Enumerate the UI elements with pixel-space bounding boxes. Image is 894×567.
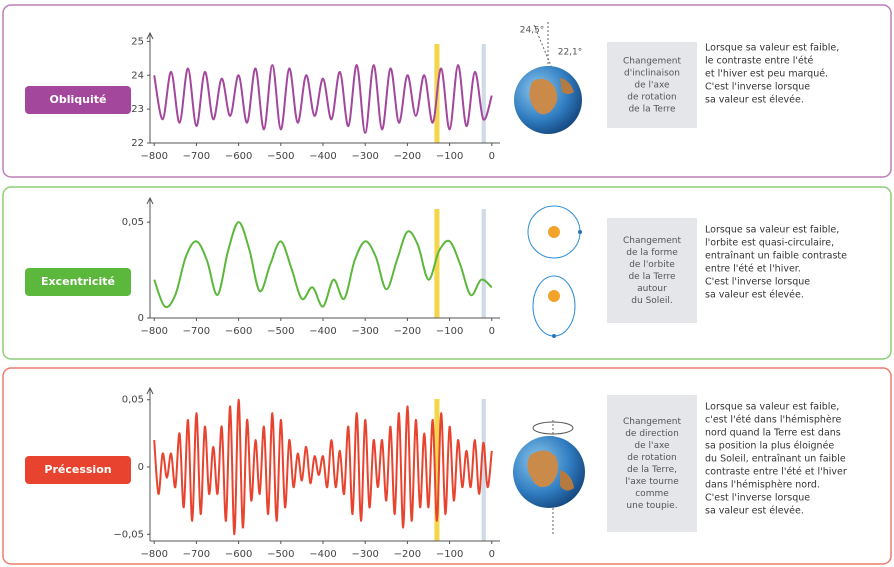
description-line: sa valeur est élevée. — [705, 95, 804, 106]
infographic: Obliquité 22 23 24 25 −800 −700 −600 −500 −400 −30… — [0, 0, 894, 567]
description-line: entraînant un faible contraste — [705, 251, 847, 262]
description-line: sa valeur est élevée. — [705, 506, 804, 517]
x-tick-label: −300 — [351, 549, 378, 560]
caption-line: de rotation — [627, 93, 676, 103]
y-tick-label: 0 — [138, 313, 144, 324]
x-tick-label: −600 — [225, 549, 252, 560]
description-line: C'est l'inverse lorsque — [705, 82, 810, 93]
y-tick-label: 25 — [131, 36, 144, 47]
x-tick-label: −200 — [394, 326, 421, 337]
panel: Excentricité 0 0,05 −800 −700 −600 −500 −400 −30… — [3, 187, 891, 359]
caption-line: d'inclinaison — [624, 69, 680, 79]
highlight-span — [482, 44, 486, 143]
x-tick-label: −700 — [183, 549, 210, 560]
description-line: c'est l'été dans l'hémisphère — [705, 415, 841, 426]
x-tick-label: −800 — [140, 549, 167, 560]
description-line: contraste entre l'été et l'hiver — [705, 467, 847, 478]
angle-label: 24,5° — [520, 26, 545, 36]
caption-line: de rotation — [627, 453, 676, 463]
description-line: dans l'hémisphère nord. — [705, 480, 820, 491]
x-tick-label: −100 — [436, 549, 463, 560]
caption-line: de la Terre, — [627, 465, 677, 475]
panel-label: Obliquité — [50, 93, 107, 106]
panel-label: Excentricité — [41, 275, 115, 288]
caption-line: de la Terre — [628, 272, 676, 282]
caption-line: Changement — [623, 417, 681, 427]
x-tick-label: −400 — [309, 326, 336, 337]
description-line: entre l'été et l'hiver. — [705, 264, 801, 275]
caption-line: Changement — [623, 57, 681, 67]
x-tick-label: 0 — [489, 549, 495, 560]
panel: Obliquité 22 23 24 25 −800 −700 −600 −500 −400 −30… — [3, 5, 891, 177]
x-tick-label: −600 — [225, 151, 252, 162]
y-tick-label: −0,05 — [113, 529, 144, 540]
x-tick-label: −800 — [140, 326, 167, 337]
highlight-span — [482, 209, 486, 318]
description-line: le contraste entre l'été — [705, 56, 814, 67]
y-tick-label: 0,05 — [122, 217, 144, 228]
caption-box — [607, 395, 697, 532]
x-tick-label: −200 — [394, 151, 421, 162]
x-tick-label: −800 — [140, 151, 167, 162]
y-tick-label: 0 — [138, 462, 144, 473]
x-tick-label: −700 — [183, 151, 210, 162]
description-line: et l'hiver est peu marqué. — [705, 69, 828, 80]
x-tick-label: −500 — [267, 549, 294, 560]
caption-line: du Soleil. — [631, 296, 672, 306]
description-line: Lorsque sa valeur est faible, — [705, 43, 839, 54]
x-tick-label: −500 — [267, 326, 294, 337]
panels: Obliquité 22 23 24 25 −800 −700 −600 −500 −400 −30… — [3, 5, 891, 564]
caption-line: une toupie. — [626, 501, 677, 511]
caption-line: de direction — [625, 429, 679, 439]
x-tick-label: −100 — [436, 151, 463, 162]
y-tick-label: 0,05 — [122, 395, 144, 406]
x-tick-label: −500 — [267, 151, 294, 162]
x-tick-label: −400 — [309, 151, 336, 162]
description-line: sa valeur est élevée. — [705, 290, 804, 301]
caption-line: comme — [635, 489, 669, 499]
caption-line: de l'axe — [634, 441, 670, 451]
description-line: C'est l'inverse lorsque — [705, 277, 810, 288]
y-tick-label: 23 — [131, 104, 144, 115]
x-tick-label: −100 — [436, 326, 463, 337]
description-line: du Soleil, entraînant un faible — [705, 454, 846, 465]
x-tick-label: −700 — [183, 326, 210, 337]
x-tick-label: 0 — [489, 151, 495, 162]
description-line: Lorsque sa valeur est faible, — [705, 225, 839, 236]
description-line: nord quand la Terre est dans — [705, 428, 841, 439]
y-tick-label: 22 — [131, 138, 144, 149]
caption-line: de la forme — [626, 248, 678, 258]
x-tick-label: −600 — [225, 326, 252, 337]
description-line: l'orbite est quasi-circulaire, — [705, 238, 834, 249]
caption-line: de l'axe — [634, 81, 670, 91]
x-tick-label: −400 — [309, 549, 336, 560]
caption-box — [607, 218, 697, 323]
description-line: C'est l'inverse lorsque — [705, 493, 810, 504]
caption-line: de l'orbite — [629, 260, 675, 270]
x-tick-label: −300 — [351, 326, 378, 337]
caption-line: de la Terre — [628, 105, 676, 115]
panel-label: Précession — [44, 463, 111, 476]
angle-label: 22,1° — [558, 48, 583, 58]
caption-line: Changement — [623, 236, 681, 246]
panel: Précession −0,05 0 0,05 −800 −700 −600 −500 −400… — [3, 368, 891, 564]
description-line: Lorsque sa valeur est faible, — [705, 402, 839, 413]
x-tick-label: −300 — [351, 151, 378, 162]
y-tick-label: 24 — [131, 70, 144, 81]
caption-line: autour — [637, 284, 667, 294]
x-tick-label: 0 — [489, 326, 495, 337]
caption-line: l'axe tourne — [625, 477, 679, 487]
description-line: sa position la plus éloignée — [705, 441, 834, 452]
x-tick-label: −200 — [394, 549, 421, 560]
